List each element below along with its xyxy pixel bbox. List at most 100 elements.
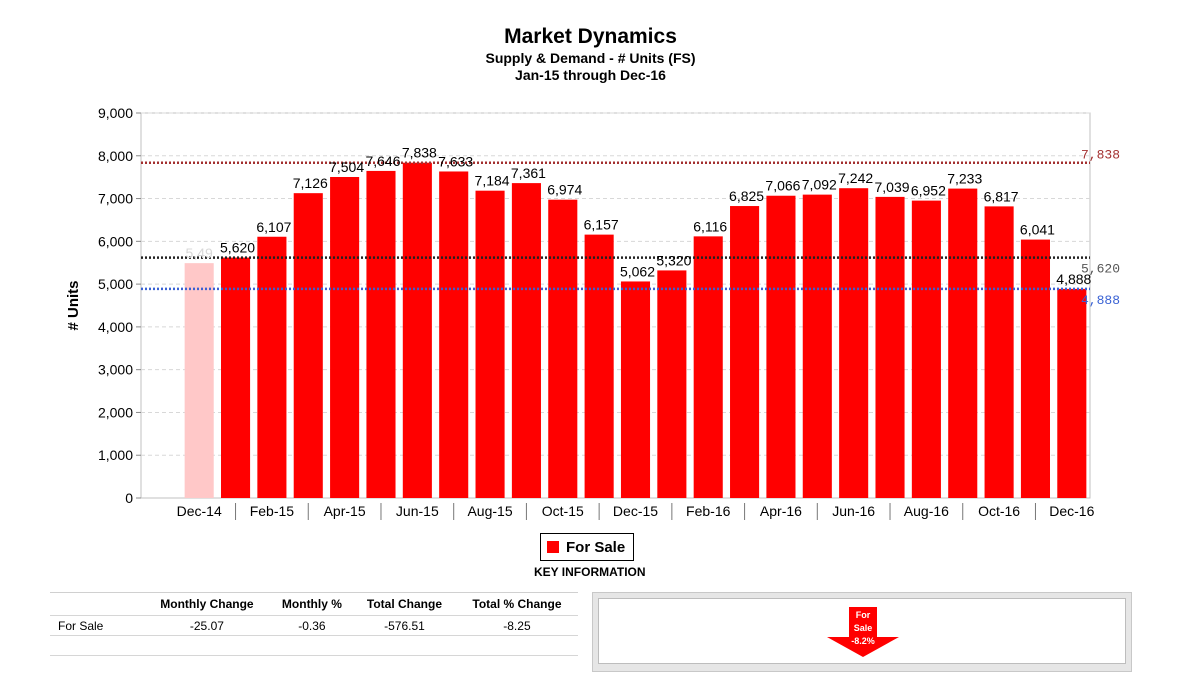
table-row: For Sale -25.07 -0.36 -576.51 -8.25 [50,615,578,636]
bar [984,206,1014,498]
legend-label: For Sale [566,538,626,556]
reference-line-label: 7,838 [1081,148,1120,163]
col-header-blank [50,593,143,616]
bar [548,199,578,498]
data-label: 6,116 [693,218,727,234]
key-information-title: KEY INFORMATION [534,565,646,579]
bar [657,270,687,498]
y-tick-label: 5,000 [98,276,133,292]
data-label: 7,504 [329,159,364,175]
col-header-total-pct: Total % Change [472,597,562,611]
col-header-monthly-change: Monthly Change [160,597,254,611]
x-tick-label: Apr-15 [324,503,366,519]
col-header-monthly-pct: Monthly % [281,597,342,611]
data-label: 5,320 [656,252,691,268]
data-label: 4,888 [1056,271,1091,287]
x-tick-label: Dec-16 [1049,503,1094,519]
bar [911,200,941,498]
data-label: 6,825 [729,188,764,204]
bar [293,193,323,498]
chart-titles: Market Dynamics Supply & Demand - # Unit… [0,24,1181,84]
data-label: 7,646 [365,153,400,169]
y-tick-label: 1,000 [98,447,133,463]
bar [402,162,432,499]
bar [511,183,541,498]
y-tick-label: 3,000 [98,362,133,378]
x-tick-label: Aug-16 [904,503,949,519]
x-tick-label: Aug-15 [467,503,512,519]
data-label: 6,157 [584,217,619,233]
x-tick-label: Jun-15 [396,503,439,519]
data-label: 7,039 [874,179,909,195]
legend-swatch [547,541,559,553]
indicator-line-3: -8.2% [851,636,875,646]
x-tick-label: Dec-15 [613,503,658,519]
data-label: 5,620 [220,240,255,256]
x-tick-label: Dec-14 [177,503,222,519]
bar-chart: 0 1,000 2,000 3,000 4,000 5,000 6,000 7,000 8,00… [65,105,1120,520]
data-label: 5,49 [186,245,213,261]
data-label: 7,361 [511,165,546,181]
data-label: 7,838 [402,145,437,161]
bar [475,190,505,498]
reference-line-label: 5,620 [1081,262,1120,277]
y-tick-label: 4,000 [98,319,133,335]
bar [330,176,360,499]
bar [839,188,869,498]
bar [948,188,978,499]
bar [766,195,796,498]
data-label: 7,184 [475,173,510,189]
x-tick-label: Oct-16 [978,503,1020,519]
data-label: 6,952 [911,183,946,199]
row-label: For Sale [50,615,143,636]
data-label: 6,041 [1020,222,1055,238]
legend[interactable]: For Sale [540,533,634,561]
key-information-table: Monthly Change Monthly % Total Change To… [50,592,578,675]
data-label: 7,633 [438,153,473,169]
bar [802,194,832,498]
bar [693,236,723,499]
col-header-total-change: Total Change [366,597,442,611]
bar [584,234,614,498]
data-label: 7,066 [765,178,800,194]
y-tick-label: 8,000 [98,148,133,164]
bar [1020,239,1051,498]
data-label: 7,242 [838,170,873,186]
indicator-line-2: Sale [853,623,873,633]
y-tick-label: 9,000 [98,105,133,121]
data-label: 5,062 [620,263,655,279]
x-tick-label: Jun-16 [832,503,875,519]
y-tick-label: 2,000 [98,404,133,420]
data-label: 7,092 [802,177,837,193]
cell-total-pct: -8.25 [455,615,578,636]
indicator-line-1: For [855,610,871,620]
down-arrow-icon: For Sale -8.2% [827,607,899,657]
change-indicator-panel: For Sale -8.2% [592,592,1132,672]
bar [620,281,651,498]
x-tick-label: Oct-15 [542,503,584,519]
y-axis-label: # Units [65,280,82,330]
cell-monthly-change: -25.07 [143,615,271,636]
data-label: 7,233 [947,171,982,187]
bar [1057,288,1087,498]
bar [366,170,396,498]
y-tick-label: 0 [125,490,133,506]
bar [730,206,760,498]
data-label: 6,974 [547,182,582,198]
data-label: 6,817 [984,188,1019,204]
bar [220,257,251,498]
change-indicator-frame: For Sale -8.2% [598,598,1126,664]
data-label: 7,126 [293,175,328,191]
chart-title: Market Dynamics [504,25,677,48]
bar [257,236,287,498]
cell-monthly-pct: -0.36 [270,615,353,636]
x-tick-label: Feb-15 [250,503,295,519]
x-tick-label: Apr-16 [760,503,802,519]
chart-subtitle: Supply & Demand - # Units (FS) [485,50,696,66]
cell-total-change: -576.51 [353,615,456,636]
table-row-empty [50,635,578,656]
x-tick-label: Feb-16 [686,503,731,519]
bar [439,171,469,498]
bar [875,196,905,499]
plot-frame [140,112,1091,499]
